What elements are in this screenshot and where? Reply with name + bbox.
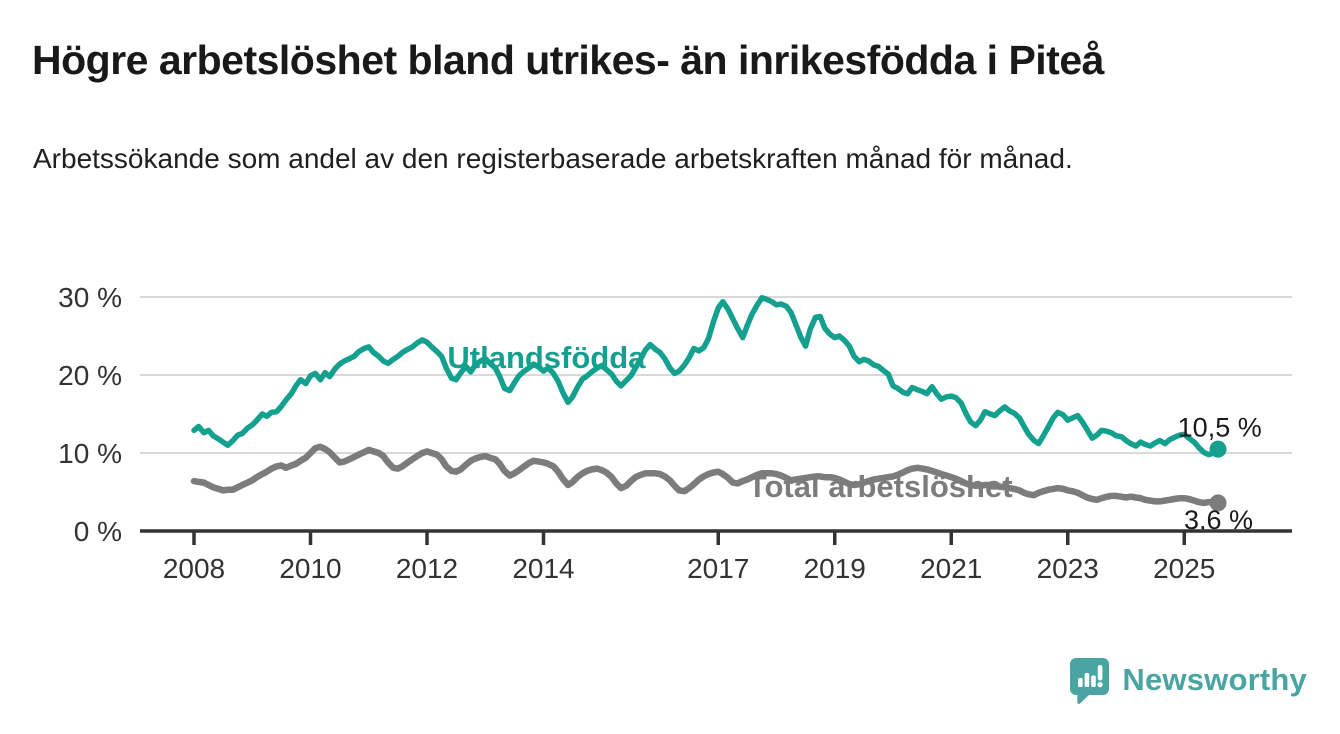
x-tick-label-2021: 2021	[920, 553, 982, 584]
y-tick-label-10: 10 %	[58, 438, 122, 469]
y-tick-label-20: 20 %	[58, 360, 122, 391]
x-tick-label-2010: 2010	[279, 553, 341, 584]
unemployment-line-chart: Utlandsfödda Total arbetslöshet 10,5 % 3,6 …	[0, 270, 1340, 615]
x-tick-label-2023: 2023	[1037, 553, 1099, 584]
x-tick-label-2025: 2025	[1153, 553, 1215, 584]
series-line-total	[190, 443, 1222, 507]
x-tick-label-2017: 2017	[687, 553, 749, 584]
x-tick-label-2012: 2012	[396, 553, 458, 584]
y-tick-label-0: 0 %	[74, 516, 122, 547]
newsworthy-logo: Newsworthy	[1069, 656, 1307, 704]
end-dot-utlandsfodda	[1209, 440, 1227, 458]
series-label-total: Total arbetslöshet	[748, 469, 1013, 504]
newsworthy-wordmark: Newsworthy	[1122, 662, 1307, 697]
series-label-utlandsfodda: Utlandsfödda	[447, 340, 646, 375]
x-tick-label-2014: 2014	[512, 553, 574, 584]
page-title: Högre arbetslöshet bland utrikes- än inr…	[32, 37, 1104, 83]
end-value-label-utlandsfodda: 10,5 %	[1178, 412, 1262, 442]
chart-subtitle: Arbetssökande som andel av den registerb…	[33, 143, 1073, 174]
newsworthy-bar-chart-bubble-icon	[1069, 656, 1110, 704]
x-tick-label-2019: 2019	[804, 553, 866, 584]
series-line-utlandsfodda	[191, 295, 1221, 458]
y-tick-label-30: 30 %	[58, 282, 122, 313]
end-dot-total	[1209, 494, 1227, 512]
x-tick-label-2008: 2008	[163, 553, 225, 584]
